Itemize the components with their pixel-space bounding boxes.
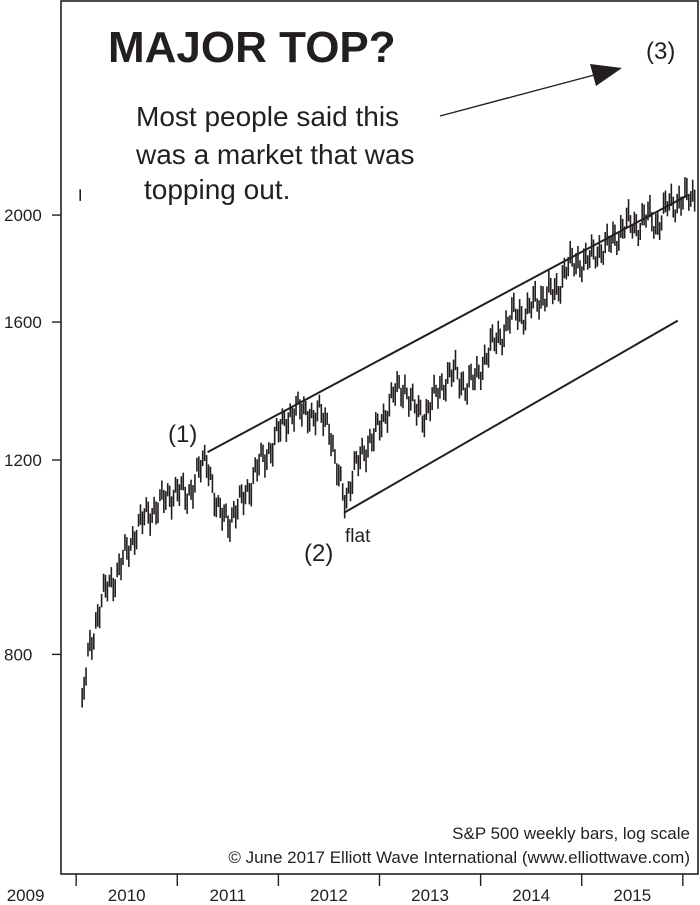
annotation-line-3: topping out.	[144, 174, 290, 205]
x-tick-label: 2009	[7, 886, 45, 905]
x-tick-label: 2014	[512, 886, 550, 905]
annotation-line-1: Most people said this	[136, 101, 399, 132]
y-axis: 800 1200 1600 2000	[4, 206, 61, 664]
price-bars	[79, 177, 696, 708]
x-tick-label: 2015	[613, 886, 651, 905]
wave-label-2: (2)	[304, 540, 333, 567]
y-tick-label: 1200	[4, 451, 42, 470]
source-line-1: S&P 500 weekly bars, log scale	[452, 824, 690, 843]
annotation-pointer	[439, 64, 622, 117]
channel-lower-line	[343, 319, 679, 514]
wave-label-3: (3)	[646, 38, 675, 65]
pointer-line	[439, 73, 599, 117]
x-tick-label: 2012	[310, 886, 348, 905]
flat-label: flat	[345, 526, 371, 547]
y-tick-label: 1600	[4, 313, 42, 332]
y-tick-label: 800	[4, 645, 32, 664]
annotation-line-2: was a market that was	[135, 139, 415, 170]
x-axis: 2009 2010 2011 2012 2013 2014 2015	[7, 874, 684, 905]
x-tick-label: 2010	[108, 886, 146, 905]
x-tick-label: 2013	[411, 886, 449, 905]
annotation-text: Most people said this was a market that …	[135, 101, 422, 205]
wave-label-1: (1)	[168, 421, 197, 448]
y-tick-label: 2000	[4, 206, 42, 225]
source-line-2: © June 2017 Elliott Wave International (…	[228, 848, 690, 867]
channel-upper-line	[207, 194, 689, 453]
chart-title: MAJOR TOP?	[108, 23, 396, 72]
x-tick-label: 2011	[210, 886, 247, 905]
pointer-arrowhead	[590, 64, 622, 86]
